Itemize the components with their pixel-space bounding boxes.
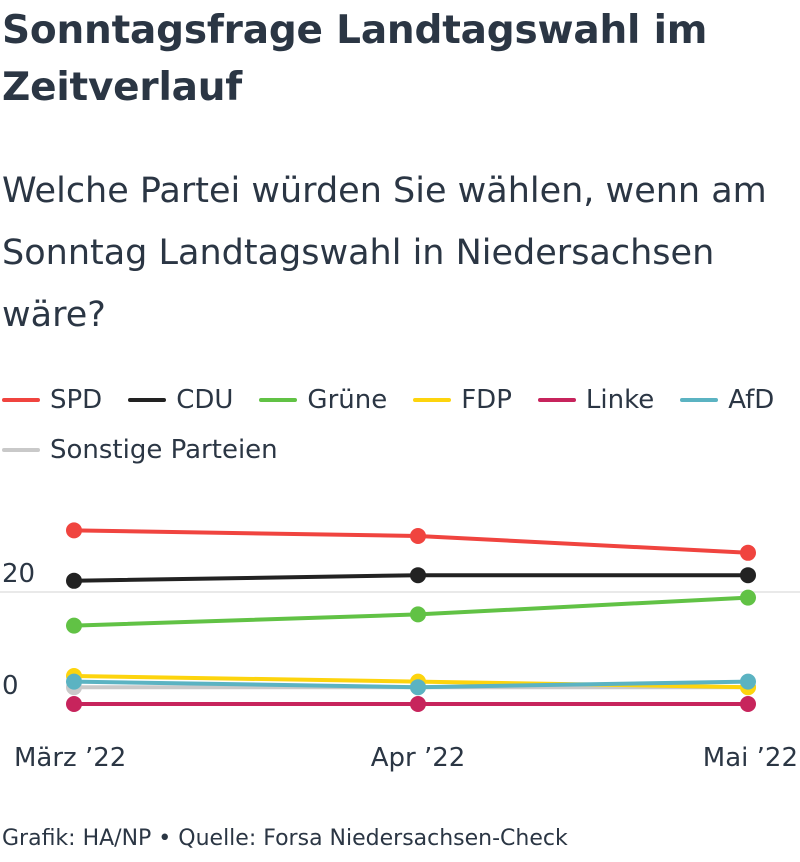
line-chart: 0 20 März ’22 Apr ’22 Mai ’22 xyxy=(0,522,800,773)
data-point-afd xyxy=(66,673,82,690)
legend-label: SPD xyxy=(50,385,103,415)
legend-item-gruene: Grüne xyxy=(259,375,387,425)
legend-label: Grüne xyxy=(307,385,388,415)
data-point-gruene xyxy=(740,589,756,606)
source-credit: Grafik: HA/NP • Quelle: Forsa Niedersach… xyxy=(2,826,568,851)
legend: SPD CDU Grüne FDP Linke AfD Sonstige Parteien xyxy=(2,375,798,475)
chart-subtitle: Welche Partei würden Sie wählen, wenn am… xyxy=(2,171,767,335)
data-point-afd xyxy=(740,673,756,690)
y-tick-label: 0 xyxy=(2,671,19,701)
legend-item-afd: AfD xyxy=(680,375,774,425)
x-tick-label: Apr ’22 xyxy=(371,743,466,773)
data-point-spd xyxy=(740,544,756,561)
legend-swatch xyxy=(2,398,40,402)
series-cdu xyxy=(66,567,756,589)
x-tick-label: März ’22 xyxy=(14,743,126,773)
legend-item-linke: Linke xyxy=(537,375,655,425)
legend-item-fdp: FDP xyxy=(413,375,512,425)
data-point-spd xyxy=(66,522,82,539)
data-point-gruene xyxy=(66,617,82,634)
legend-label: CDU xyxy=(176,385,234,415)
legend-label: AfD xyxy=(728,385,775,415)
data-point-cdu xyxy=(66,572,82,589)
data-point-gruene xyxy=(410,606,426,623)
data-point-linke xyxy=(410,696,426,712)
legend-item-cdu: CDU xyxy=(128,375,233,425)
data-point-spd xyxy=(410,528,426,544)
legend-item-spd: SPD xyxy=(2,375,102,425)
y-tick-label: 20 xyxy=(2,559,35,589)
data-point-linke xyxy=(66,696,82,712)
data-point-cdu xyxy=(410,567,426,584)
legend-swatch xyxy=(2,448,40,452)
data-point-linke xyxy=(740,696,756,712)
legend-swatch xyxy=(413,398,452,402)
data-point-afd xyxy=(410,679,426,696)
x-tick-label: Mai ’22 xyxy=(703,743,798,773)
chart-title: Sonntagsfrage Landtagswahl im Zeitverlau… xyxy=(2,8,708,110)
legend-swatch xyxy=(128,398,167,402)
series-linke xyxy=(66,696,756,712)
series-spd xyxy=(66,522,756,561)
legend-swatch xyxy=(680,398,719,402)
legend-item-sonstige-parteien: Sonstige Parteien xyxy=(2,425,278,475)
legend-label: FDP xyxy=(461,385,512,415)
data-point-cdu xyxy=(740,567,756,584)
legend-label: Sonstige Parteien xyxy=(50,435,278,465)
series-afd xyxy=(66,673,756,696)
legend-swatch xyxy=(537,398,576,402)
legend-swatch xyxy=(259,398,298,402)
legend-label: Linke xyxy=(585,385,655,415)
series-gruene xyxy=(66,589,756,634)
